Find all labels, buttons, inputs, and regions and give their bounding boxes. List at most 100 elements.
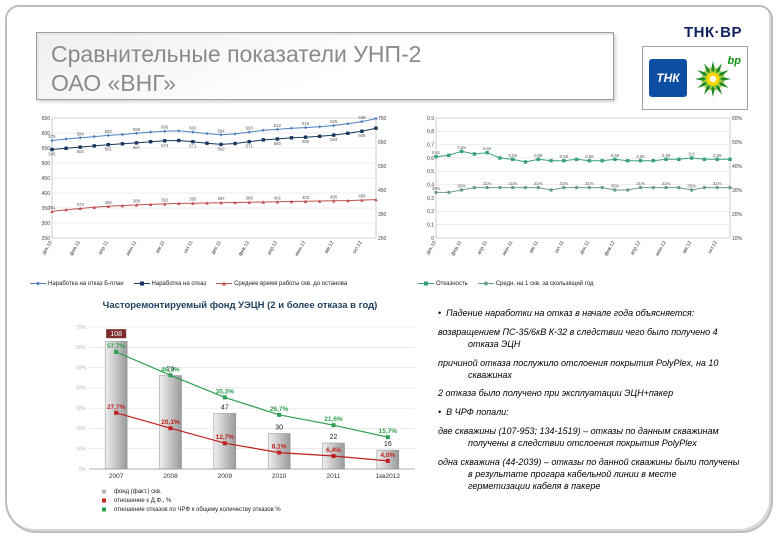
svg-text:400: 400 (42, 191, 51, 197)
svg-text:584: 584 (77, 131, 85, 136)
notes: • Падение наработки на отказ в начале го… (438, 308, 740, 500)
svg-text:612: 612 (274, 123, 282, 128)
svg-text:0,58: 0,58 (585, 154, 594, 159)
svg-text:0,8: 0,8 (427, 129, 434, 135)
svg-text:30%: 30% (687, 184, 696, 189)
svg-text:561: 561 (105, 147, 113, 152)
legend-item: отношение к Д.Ф., % (96, 497, 281, 504)
svg-text:500: 500 (42, 161, 51, 167)
legend-label: Наработка на отказ (151, 280, 207, 287)
svg-text:403: 403 (302, 195, 310, 200)
svg-text:450: 450 (42, 176, 51, 182)
svg-text:10%: 10% (732, 236, 743, 242)
bp-logo-text: bp (727, 55, 741, 67)
svg-text:30: 30 (275, 425, 283, 432)
svg-text:4,0%: 4,0% (380, 452, 395, 459)
svg-text:апр.12: апр.12 (266, 240, 279, 256)
svg-text:599: 599 (133, 127, 141, 132)
svg-text:0,6: 0,6 (689, 152, 696, 157)
note-item: одна скважина (44-2039) – отказы по данн… (438, 456, 740, 491)
svg-text:625: 625 (330, 119, 338, 124)
mtbf-line-chart: 250 300 350 400 450 500 550 600 650 250 350 450 550 6… (41, 115, 387, 257)
svg-text:окт.11: окт.11 (554, 240, 566, 255)
svg-text:июн.11: июн.11 (125, 240, 138, 257)
legend-label: фонд (факт.) скв. (114, 488, 162, 495)
legend-item: Отказность (418, 280, 468, 287)
svg-text:0,65: 0,65 (457, 145, 466, 150)
failrate-line-chart: 0 0,1 0,2 0,3 0,4 0,5 0,6 0,7 0,8 0,9 10% 20% 30% 40%… (425, 116, 743, 258)
svg-text:2007: 2007 (109, 473, 124, 480)
svg-text:405: 405 (330, 194, 338, 199)
svg-text:31%: 31% (534, 181, 543, 186)
svg-text:553: 553 (77, 149, 85, 154)
svg-text:0,64: 0,64 (483, 146, 492, 151)
page-title-line1: Сравнительные показатели УНП-2 (51, 41, 422, 67)
tnk-logo: ТНК (649, 59, 687, 97)
title-box: Сравнительные показатели УНП-2 ОАО «ВНГ» (36, 32, 614, 100)
note-item: • В ЧРФ попали: (438, 407, 509, 418)
svg-text:586: 586 (302, 139, 310, 144)
svg-text:545: 545 (48, 152, 56, 157)
svg-text:12,7%: 12,7% (216, 434, 235, 441)
svg-text:0,59: 0,59 (713, 153, 722, 158)
logo-box: ТНК bp (642, 46, 748, 110)
note-item: возвращением ПС-35/6кВ К-32 в следствии … (438, 326, 718, 349)
svg-text:750: 750 (378, 116, 387, 122)
svg-text:фев.12: фев.12 (237, 240, 251, 257)
svg-text:603: 603 (189, 126, 197, 131)
svg-text:окт.11: окт.11 (183, 240, 195, 255)
svg-text:16: 16 (384, 441, 392, 448)
svg-text:31%: 31% (560, 181, 569, 186)
svg-text:388: 388 (133, 198, 141, 203)
svg-text:авг.11: авг.11 (155, 240, 167, 255)
svg-text:30%: 30% (457, 184, 466, 189)
legend-item: Наработка на отказ (133, 280, 207, 287)
svg-text:47: 47 (221, 404, 229, 411)
svg-text:593: 593 (330, 137, 338, 142)
svg-text:571: 571 (189, 144, 197, 149)
failrate-chart-legend: Отказность Средн. на 1 скв. за скользящий… (418, 280, 762, 287)
svg-text:60%: 60% (732, 116, 743, 122)
svg-text:20%: 20% (732, 212, 743, 218)
svg-text:дек.10: дек.10 (425, 240, 438, 256)
svg-text:2010: 2010 (272, 473, 287, 480)
svg-text:29%: 29% (432, 186, 441, 191)
legend-item: фонд (факт.) скв. (96, 488, 281, 495)
legend-item: Среднее время работы скв. до останова (216, 280, 347, 287)
svg-text:0,3: 0,3 (427, 196, 434, 202)
svg-text:592: 592 (105, 129, 113, 134)
svg-text:окт.12: окт.12 (707, 240, 719, 255)
chrf-chart-legend: фонд (факт.) скв. отношение к Д.Ф., % отно… (96, 488, 281, 513)
svg-text:апр.12: апр.12 (629, 240, 642, 256)
legend-label: отношение отказов по ЧРФ к общему количе… (114, 506, 281, 513)
chrf-bar-chart: 0% 10% 20% 30% 40% 50% 60% 70% 108 79 47 30 22 16 2007… (76, 325, 415, 480)
svg-text:108: 108 (110, 331, 122, 338)
svg-text:79: 79 (167, 367, 175, 374)
svg-text:40%: 40% (76, 386, 87, 392)
svg-text:0,1: 0,1 (427, 222, 434, 228)
svg-text:35,3%: 35,3% (216, 388, 235, 395)
svg-text:382: 382 (105, 200, 113, 205)
svg-text:0,4: 0,4 (427, 182, 434, 188)
svg-text:0%: 0% (79, 467, 87, 473)
svg-text:408: 408 (358, 194, 366, 199)
legend-item: Наработка на отказ Б-план (30, 280, 124, 287)
svg-text:0,58: 0,58 (636, 154, 645, 159)
svg-text:350: 350 (378, 212, 387, 218)
svg-text:фев.12: фев.12 (603, 240, 617, 257)
svg-text:дек.11: дек.11 (579, 240, 592, 256)
note-item: две скважины (107-953; 134-1519) – отказ… (438, 426, 719, 448)
svg-text:30%: 30% (732, 188, 743, 194)
svg-text:562: 562 (217, 146, 225, 151)
mtbf-chart-legend: Наработка на отказ Б-план Наработка на от… (30, 280, 408, 287)
svg-text:1кв2012: 1кв2012 (376, 473, 401, 480)
svg-text:50%: 50% (76, 365, 87, 371)
svg-text:20%: 20% (76, 426, 87, 432)
svg-text:31%: 31% (713, 181, 722, 186)
svg-text:27,7%: 27,7% (107, 404, 126, 411)
svg-text:31%: 31% (662, 181, 671, 186)
svg-text:0,59: 0,59 (509, 153, 518, 158)
bp-helios-icon (695, 61, 731, 97)
svg-text:397: 397 (217, 196, 225, 201)
svg-text:дек.10: дек.10 (41, 240, 54, 256)
